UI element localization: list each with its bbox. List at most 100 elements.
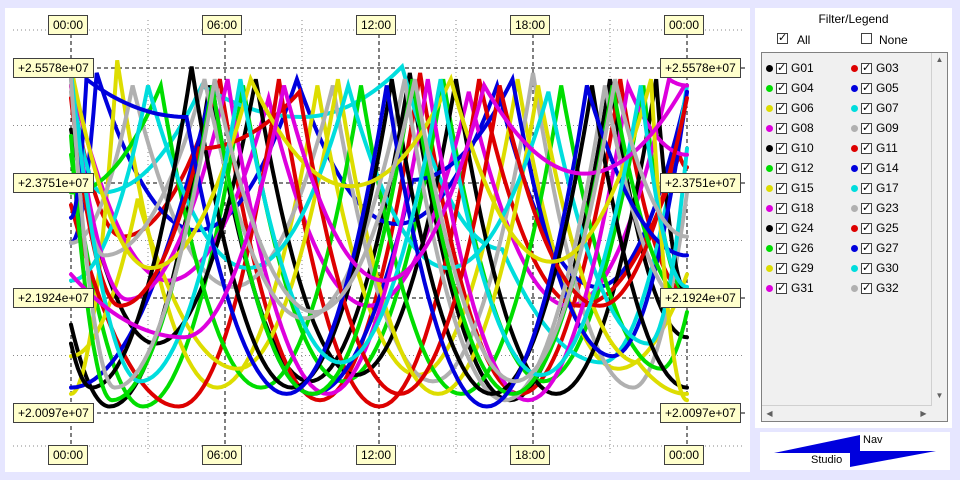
legend-checkbox[interactable]: ✓ (861, 163, 872, 174)
legend-item-g10[interactable]: ✓ G10 (762, 139, 847, 159)
legend-color-dot (851, 245, 858, 252)
legend-checkbox[interactable]: ✓ (861, 183, 872, 194)
legend-checkbox[interactable]: ✓ (776, 223, 787, 234)
check-icon: ✓ (777, 182, 787, 194)
legend-item-g11[interactable]: ✓ G11 (847, 139, 932, 159)
legend-color-dot (766, 105, 773, 112)
legend-checkbox[interactable]: ✓ (861, 223, 872, 234)
check-icon: ✓ (777, 62, 787, 74)
scroll-left-icon[interactable]: ◀ (762, 407, 777, 421)
legend-color-dot (766, 145, 773, 152)
none-checkbox[interactable] (861, 33, 872, 44)
legend-label: G25 (876, 221, 899, 235)
legend-checkbox[interactable]: ✓ (861, 83, 872, 94)
legend-item-g18[interactable]: ✓ G18 (762, 199, 847, 219)
legend-label: G01 (791, 61, 814, 75)
legend-item-g17[interactable]: ✓ G17 (847, 179, 932, 199)
scroll-up-icon[interactable]: ▲ (932, 53, 947, 67)
legend-color-dot (766, 285, 773, 292)
legend-checkbox[interactable]: ✓ (776, 163, 787, 174)
legend-item-g27[interactable]: ✓ G27 (847, 239, 932, 259)
legend-item-g12[interactable]: ✓ G12 (762, 159, 847, 179)
legend-label: G06 (791, 101, 814, 115)
x-tick-label-bottom: 00:00 (48, 445, 89, 465)
scroll-down-icon[interactable]: ▼ (932, 389, 947, 403)
y-tick-label-right: +2.1924e+07 (660, 288, 741, 308)
legend-label: G14 (876, 161, 899, 175)
legend-checkbox[interactable]: ✓ (776, 263, 787, 274)
legend-color-dot (766, 225, 773, 232)
legend-item-g08[interactable]: ✓ G08 (762, 119, 847, 139)
x-tick-label-bottom: 18:00 (510, 445, 551, 465)
horizontal-scrollbar[interactable]: ◀ ▶ (762, 405, 932, 421)
legend-item-g25[interactable]: ✓ G25 (847, 219, 932, 239)
legend-checkbox[interactable]: ✓ (776, 283, 787, 294)
all-checkbox[interactable]: ✓ (777, 33, 788, 44)
legend-color-dot (766, 65, 773, 72)
logo-icon (774, 435, 936, 467)
legend-checkbox[interactable]: ✓ (776, 143, 787, 154)
legend-checkbox[interactable]: ✓ (861, 63, 872, 74)
series-line-g04 (69, 78, 689, 409)
legend-item-g26[interactable]: ✓ G26 (762, 239, 847, 259)
legend-checkbox[interactable]: ✓ (861, 263, 872, 274)
check-icon: ✓ (862, 222, 872, 234)
y-tick-label-left: +2.0097e+07 (13, 403, 94, 423)
legend-item-g32[interactable]: ✓ G32 (847, 279, 932, 299)
legend-item-g24[interactable]: ✓ G24 (762, 219, 847, 239)
legend-item-g14[interactable]: ✓ G14 (847, 159, 932, 179)
check-icon: ✓ (862, 102, 872, 114)
legend-item-g31[interactable]: ✓ G31 (762, 279, 847, 299)
x-tick-label-bottom: 00:00 (664, 445, 705, 465)
legend-item-g01[interactable]: ✓ G01 (762, 59, 847, 79)
series-line-g15 (69, 78, 689, 396)
check-icon: ✓ (862, 162, 872, 174)
all-label[interactable]: All (797, 33, 811, 47)
legend-checkbox[interactable]: ✓ (776, 123, 787, 134)
legend-checkbox[interactable]: ✓ (776, 243, 787, 254)
legend-checkbox[interactable]: ✓ (776, 183, 787, 194)
legend-color-dot (766, 185, 773, 192)
series-line-g17 (69, 78, 689, 346)
legend-checkbox[interactable]: ✓ (861, 143, 872, 154)
legend-item-g04[interactable]: ✓ G04 (762, 79, 847, 99)
legend-checkbox[interactable]: ✓ (861, 243, 872, 254)
legend-checkbox[interactable]: ✓ (776, 83, 787, 94)
vertical-scrollbar[interactable]: ▲ ▼ (931, 53, 947, 405)
legend-color-dot (766, 165, 773, 172)
legend-checkbox[interactable]: ✓ (861, 123, 872, 134)
legend-item-g07[interactable]: ✓ G07 (847, 99, 932, 119)
legend-item-g15[interactable]: ✓ G15 (762, 179, 847, 199)
legend-label: G31 (791, 281, 814, 295)
legend-checkbox[interactable]: ✓ (776, 63, 787, 74)
legend-item-g09[interactable]: ✓ G09 (847, 119, 932, 139)
series-line-g27 (69, 75, 689, 409)
legend-item-g29[interactable]: ✓ G29 (762, 259, 847, 279)
legend-checkbox[interactable]: ✓ (861, 203, 872, 214)
y-tick-label-left: +2.5578e+07 (13, 58, 94, 78)
legend-item-g06[interactable]: ✓ G06 (762, 99, 847, 119)
legend-checkbox[interactable]: ✓ (861, 103, 872, 114)
legend-item-g23[interactable]: ✓ G23 (847, 199, 932, 219)
scroll-right-icon[interactable]: ▶ (916, 407, 931, 421)
legend-item-g30[interactable]: ✓ G30 (847, 259, 932, 279)
legend-checkbox[interactable]: ✓ (776, 103, 787, 114)
y-tick-label-right: +2.0097e+07 (660, 403, 741, 423)
legend-label: G09 (876, 121, 899, 135)
legend-item-g05[interactable]: ✓ G05 (847, 79, 932, 99)
legend-color-dot (851, 125, 858, 132)
plot-area[interactable] (5, 8, 750, 472)
x-tick-label-top: 00:00 (48, 15, 89, 35)
legend-checkbox[interactable]: ✓ (861, 283, 872, 294)
legend-label: G27 (876, 241, 899, 255)
plot-panel[interactable]: 00:00 06:00 12:00 18:00 00:00 00:00 06:00 12:0… (5, 8, 750, 472)
legend-color-dot (851, 225, 858, 232)
legend-item-g03[interactable]: ✓ G03 (847, 59, 932, 79)
legend-color-dot (851, 105, 858, 112)
none-label[interactable]: None (879, 33, 908, 47)
legend-checkbox[interactable]: ✓ (776, 203, 787, 214)
legend-label: G30 (876, 261, 899, 275)
legend-color-dot (851, 185, 858, 192)
legend-color-dot (851, 205, 858, 212)
satellite-list[interactable]: ✓ G01 ✓ G03 ✓ G04 ✓ G05 ✓ G06 ✓ G07 ✓ G08 ✓ G09 ✓ G10 ✓ G11… (761, 52, 948, 422)
